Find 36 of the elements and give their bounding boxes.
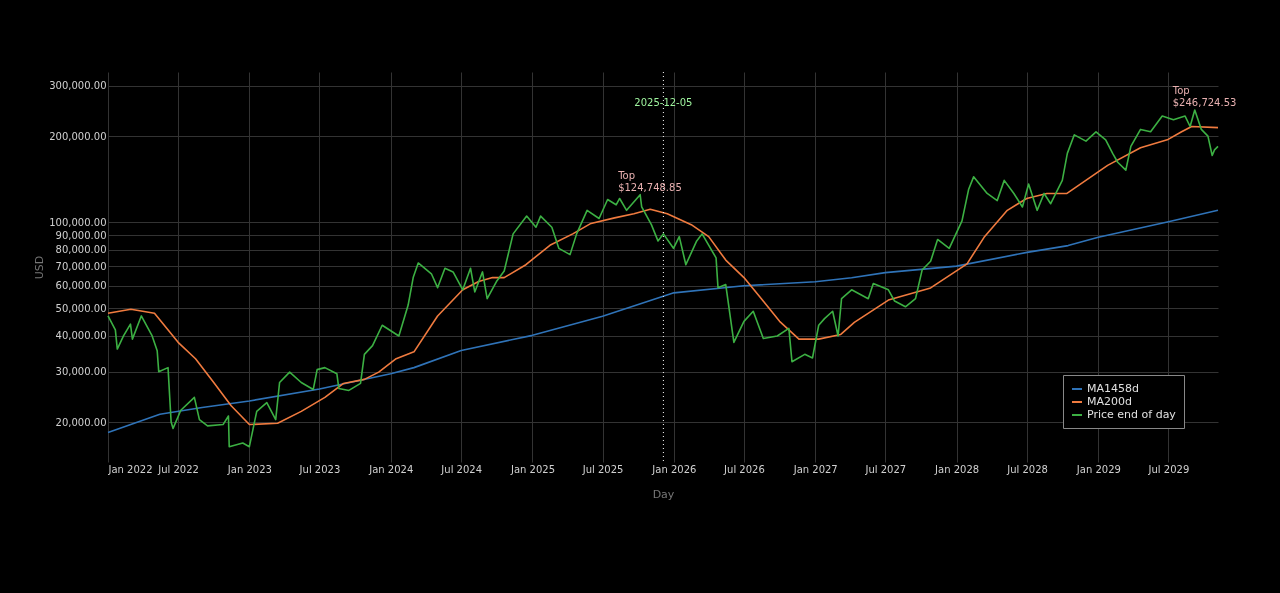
x-tick-label: Jul 2024: [440, 463, 483, 475]
legend-label: Price end of day: [1087, 408, 1177, 421]
y-tick-label: 50,000.00: [55, 302, 107, 314]
x-tick-label: Jul 2027: [864, 463, 907, 475]
x-tick-label: Jul 2029: [1147, 463, 1190, 475]
legend-label: MA200d: [1087, 395, 1132, 408]
y-tick-label: 40,000.00: [55, 330, 107, 342]
x-tick-label: Jan 2024: [368, 463, 414, 475]
x-axis-title: Day: [652, 487, 675, 501]
x-tick-label: Jul 2026: [723, 463, 765, 475]
x-tick-label: Jul 2022: [157, 463, 199, 475]
x-tick-label: Jan 2027: [792, 463, 838, 475]
legend-label: MA1458d: [1087, 382, 1139, 395]
x-tick-label: Jan 2022: [107, 463, 153, 475]
ref-line-label: 2025-12-05: [634, 97, 693, 108]
x-tick-label: Jan 2029: [1075, 463, 1121, 475]
x-tick-label: Jan 2028: [934, 463, 980, 475]
x-tick-label: Jul 2025: [581, 463, 624, 475]
y-tick-label: 90,000.00: [55, 229, 107, 241]
x-tick-label: Jan 2026: [651, 463, 697, 475]
x-tick-label: Jan 2025: [509, 463, 555, 475]
y-tick-label: 60,000.00: [55, 280, 107, 292]
y-tick-label: 300,000.00: [49, 80, 107, 92]
y-tick-label: 30,000.00: [55, 366, 107, 378]
annotation: Top $124,748.85: [617, 169, 682, 193]
x-tick-label: Jan 2023: [226, 463, 272, 475]
annotation: Top $246,724.53: [1171, 84, 1237, 108]
x-tick-label: Jul 2028: [1006, 463, 1048, 475]
y-axis-title: USD: [33, 255, 47, 280]
y-tick-label: 80,000.00: [55, 244, 107, 256]
y-tick-label: 70,000.00: [55, 260, 107, 272]
y-tick-label: 200,000.00: [49, 130, 107, 142]
line-series: [107, 209, 1219, 434]
y-tick-label: 100,000.00: [49, 216, 107, 228]
y-tick-label: 20,000.00: [55, 416, 107, 428]
x-tick-label: Jul 2023: [298, 463, 341, 475]
